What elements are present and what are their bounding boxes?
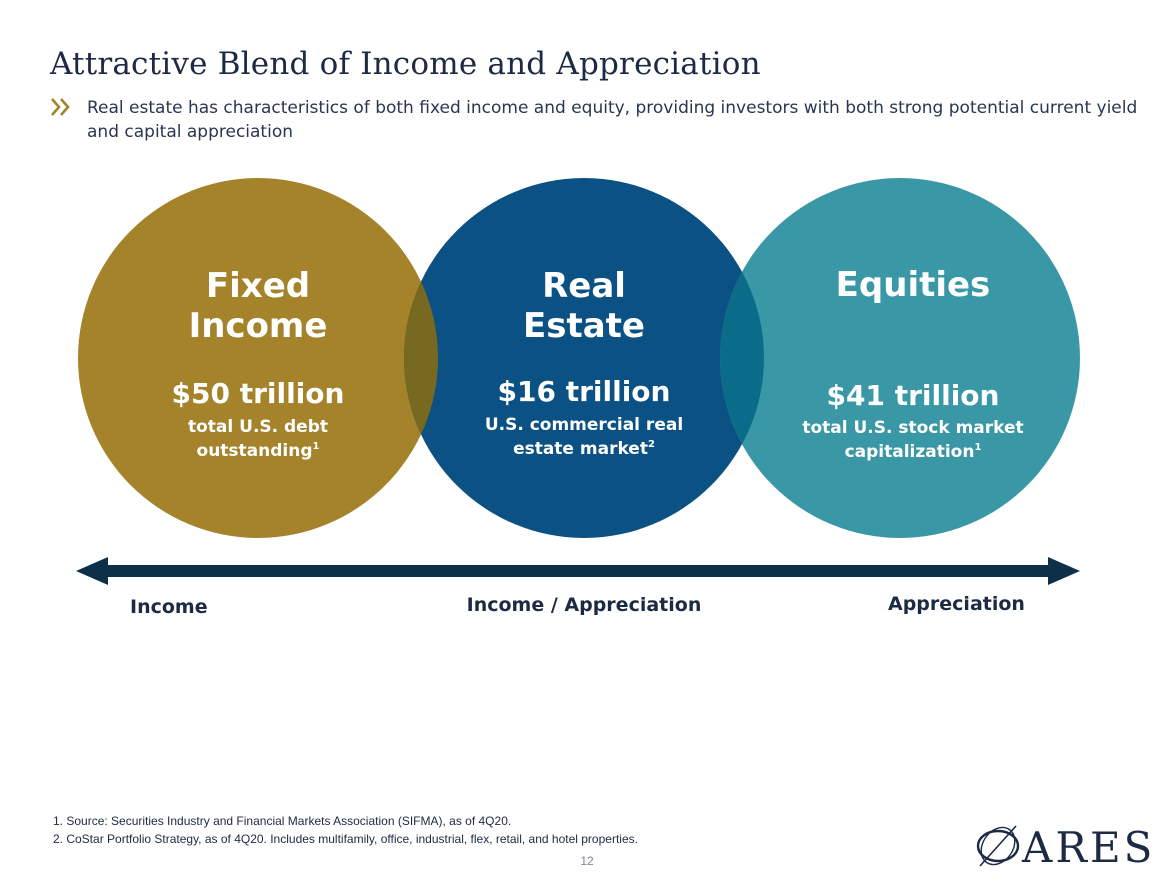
ares-logo-text: ARES bbox=[1022, 823, 1156, 872]
footnote-1: 1. Source: Securities Industry and Finan… bbox=[53, 814, 512, 828]
real-estate-title-line1: Real bbox=[542, 266, 626, 306]
page-title: Attractive Blend of Income and Appreciat… bbox=[50, 46, 761, 82]
fixed-income-description: total U.S. debt outstanding1 bbox=[108, 415, 408, 463]
real-estate-desc-line1: U.S. commercial real bbox=[484, 415, 684, 435]
page-number: 12 bbox=[580, 854, 594, 868]
real-estate-title-line2: Estate bbox=[523, 306, 645, 346]
fixed-income-title: Fixed Income bbox=[108, 266, 408, 346]
footnote-2: 2. CoStar Portfolio Strategy, as of 4Q20… bbox=[53, 832, 638, 846]
real-estate-desc-line2: estate market bbox=[513, 439, 648, 459]
fixed-income-value: $50 trillion bbox=[171, 377, 345, 410]
footnote-ref-1b: 1 bbox=[974, 442, 982, 453]
fixed-income-title-line2: Income bbox=[188, 306, 328, 346]
fixed-income-title-line1: Fixed bbox=[205, 266, 311, 306]
equities-desc-line1: total U.S. stock market bbox=[802, 418, 1024, 438]
fixed-income-desc-line2: outstanding bbox=[196, 441, 313, 461]
real-estate-title: Real Estate bbox=[434, 266, 734, 346]
intro-bullet-text: Real estate has characteristics of both … bbox=[87, 98, 1138, 142]
double-chevron-right-icon bbox=[51, 98, 70, 116]
equities-desc-line2: capitalization bbox=[844, 442, 975, 462]
income-appreciation-arrow bbox=[76, 557, 1080, 585]
axis-label-income: Income bbox=[130, 596, 208, 618]
equities-title: Equities bbox=[763, 265, 1063, 305]
footnote-ref-2: 2 bbox=[647, 439, 655, 450]
arrow-left-head bbox=[76, 557, 108, 585]
axis-label-appreciation: Appreciation bbox=[888, 593, 1025, 615]
axis-label-income-appreciation: Income / Appreciation bbox=[466, 594, 702, 616]
real-estate-value: $16 trillion bbox=[497, 375, 671, 408]
real-estate-circle bbox=[404, 178, 764, 538]
equities-description: total U.S. stock market capitalization1 bbox=[763, 416, 1063, 464]
arrow-right-head bbox=[1048, 557, 1080, 585]
fixed-income-circle bbox=[78, 178, 438, 538]
equities-circle bbox=[720, 178, 1080, 538]
fixed-income-desc-line1: total U.S. debt bbox=[187, 417, 329, 437]
footnote-ref-1: 1 bbox=[312, 441, 320, 452]
equities-value: $41 trillion bbox=[826, 379, 1000, 412]
ares-logo-icon bbox=[976, 825, 1020, 867]
equities-title-line1: Equities bbox=[835, 265, 991, 305]
real-estate-description: U.S. commercial real estate market2 bbox=[434, 413, 734, 461]
footnotes: 1. Source: Securities Industry and Finan… bbox=[53, 812, 638, 848]
